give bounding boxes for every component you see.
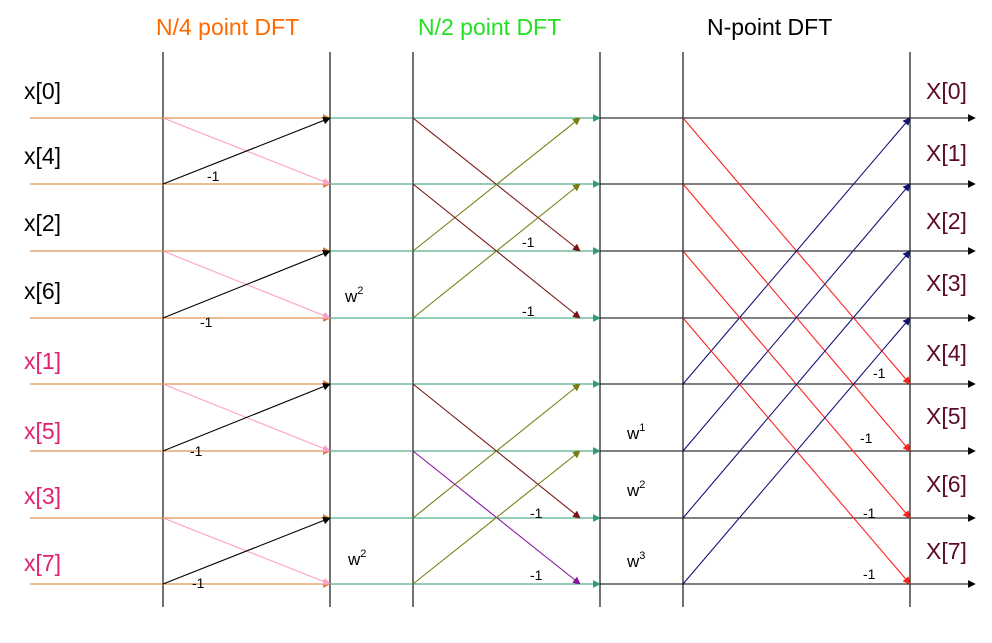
minus-one-s2-c: -1 [530,505,543,521]
input-label-1: x[4] [24,143,62,169]
input-label-4: x[1] [24,348,62,374]
input-label-7: x[7] [24,550,62,576]
stage2-cross-up-1 [412,183,581,319]
minus-one-s3-b: -1 [860,430,873,446]
minus-one-s3-a: -1 [873,365,886,381]
twiddle-stage2-a: w2 [345,285,364,306]
stage2-cross-up-2 [412,383,581,519]
output-label-5: X[5] [926,403,967,429]
twiddle-stage3-2: w2 [627,479,646,500]
stage1-cross-up-2 [162,383,331,452]
twiddle-stage2-b: w2 [348,548,367,569]
twiddle-stage3-1: w1 [627,422,646,443]
input-label-2: x[2] [24,210,62,236]
input-label-6: x[3] [24,483,62,509]
minus-one-s1-a: -1 [207,168,220,184]
output-label-4: X[4] [926,340,967,366]
minus-one-s2-d: -1 [530,567,543,583]
output-label-6: X[6] [926,471,967,497]
minus-one-s1-b: -1 [200,314,213,330]
input-label-3: x[6] [24,278,62,304]
output-label-2: X[2] [926,208,967,234]
stage1-cross-up-0 [162,116,331,185]
header-quarter-dft: N/4 point DFT [156,14,300,40]
input-label-0: x[0] [24,78,62,104]
output-label-7: X[7] [926,538,967,564]
output-label-3: X[3] [926,270,967,296]
header-full-dft: N-point DFT [707,14,833,40]
minus-one-s1-c: -1 [190,443,203,459]
input-label-5: x[5] [24,418,62,444]
minus-one-s2-a: -1 [522,234,535,250]
stage2-cross-up-3 [412,450,581,585]
output-label-0: X[0] [926,78,967,104]
stage2-cross-up-0 [412,117,581,252]
twiddle-stage3-3: w3 [627,550,646,571]
header-half-dft: N/2 point DFT [418,14,562,40]
stage3-cross-up-3 [682,317,911,585]
stage3-cross-up-1 [682,183,911,452]
output-label-1: X[1] [926,140,967,166]
minus-one-s1-d: -1 [192,575,205,591]
stage3-cross-up-2 [682,250,911,519]
stage1-cross-up-1 [162,250,331,319]
stage1-cross-up-3 [162,516,331,585]
stage3-cross-up-0 [682,117,911,385]
minus-one-s3-d: -1 [863,566,876,582]
minus-one-s3-c: -1 [863,505,876,521]
minus-one-s2-b: -1 [522,303,535,319]
